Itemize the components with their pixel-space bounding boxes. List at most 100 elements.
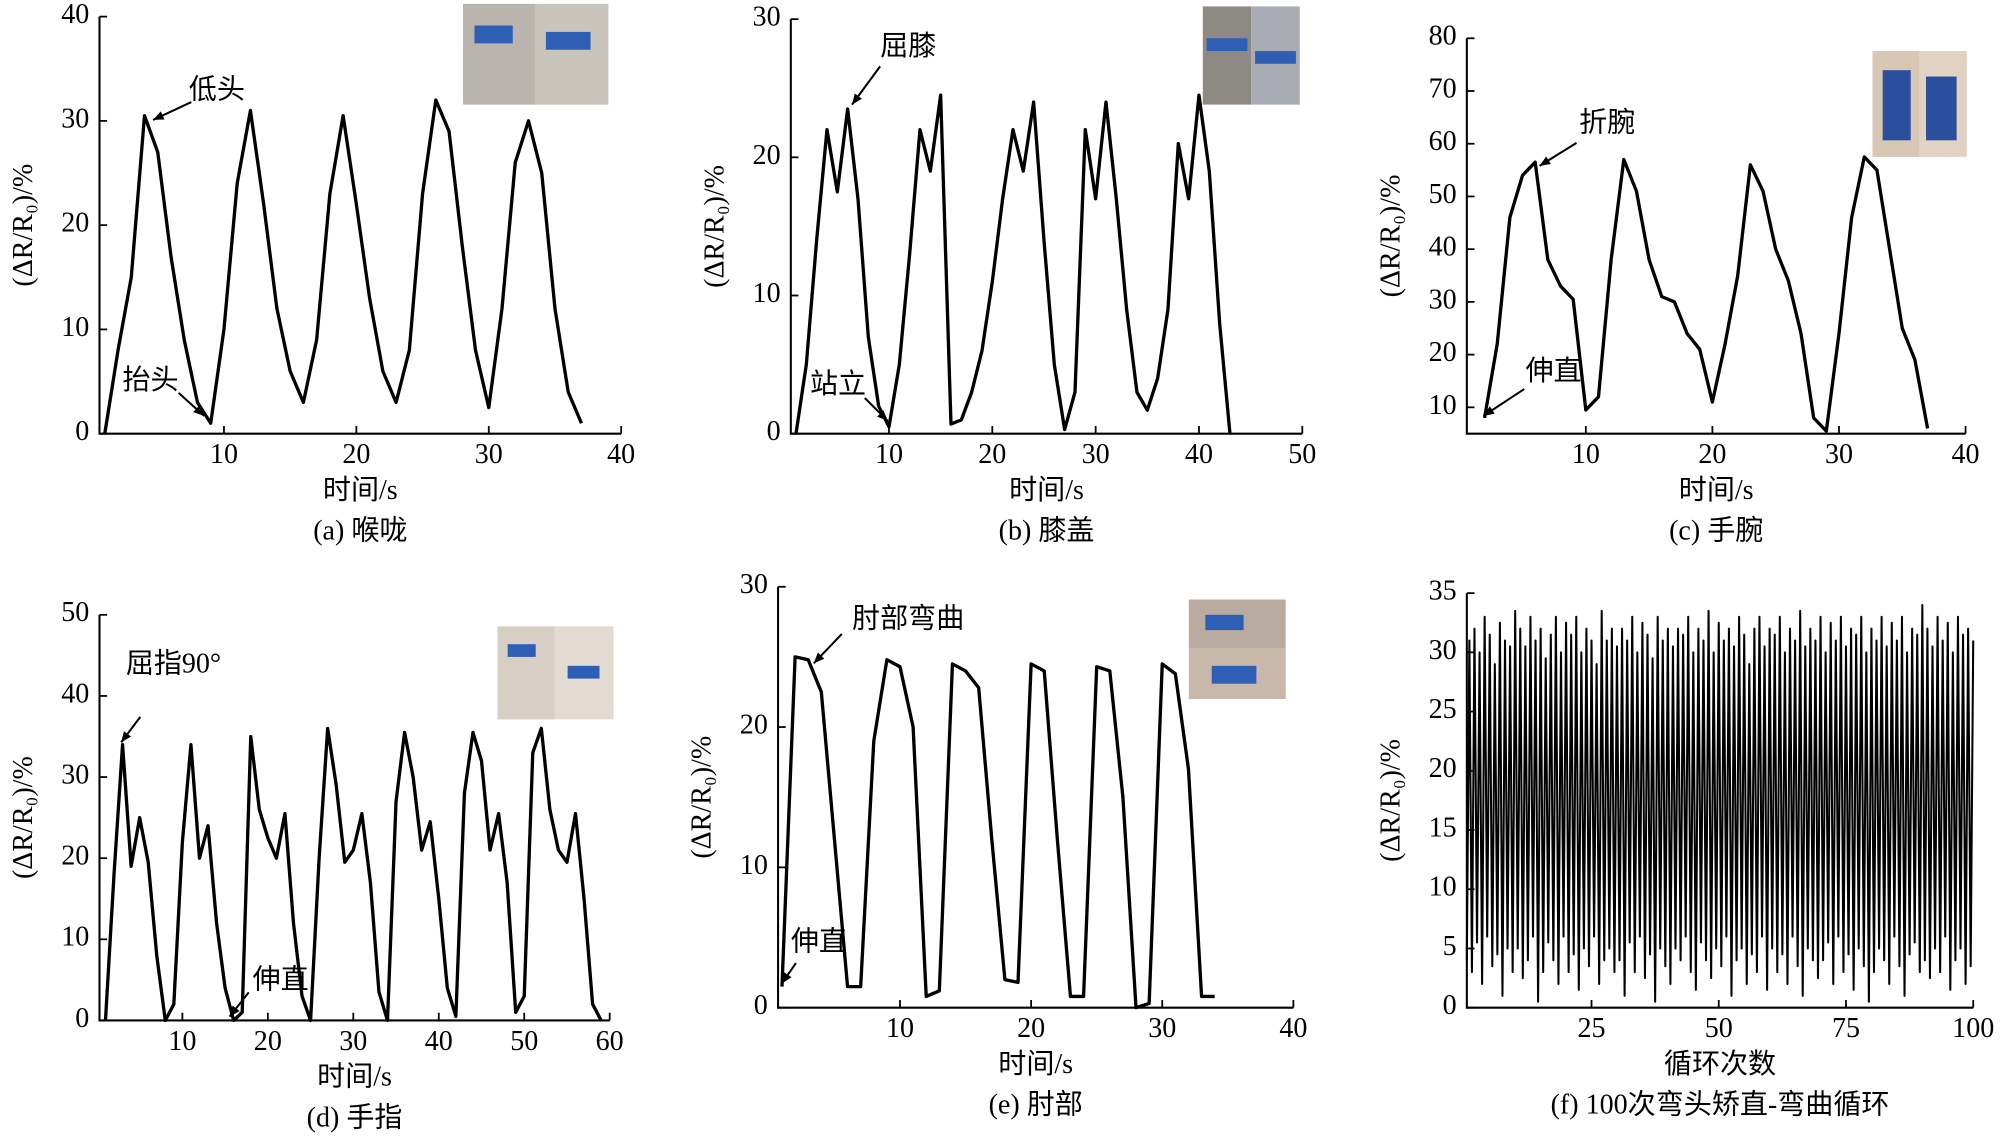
annotation: 低头 xyxy=(189,73,245,105)
annotation: 站立 xyxy=(810,368,866,400)
x-tick-label: 10 xyxy=(1572,439,1600,470)
y-axis-label: (ΔR/R₀)/% xyxy=(687,736,718,859)
x-tick-label: 40 xyxy=(425,1026,453,1057)
arrow-head xyxy=(1539,156,1551,166)
x-tick-label: 40 xyxy=(607,439,635,470)
caption: (c) 手腕 xyxy=(1669,515,1763,547)
inset-photo xyxy=(463,3,1967,720)
y-axis-label: (ΔR/R₀)/% xyxy=(1375,739,1406,862)
arrow-head xyxy=(153,111,165,120)
y-tick-label: 10 xyxy=(61,312,89,343)
x-tick-label: 30 xyxy=(475,439,503,470)
data-line xyxy=(780,655,1215,1010)
x-tick-label: 50 xyxy=(510,1026,538,1057)
x-axis-label: 时间/s xyxy=(1679,474,1754,506)
annotation: 屈膝 xyxy=(880,30,936,62)
y-tick-label: 10 xyxy=(61,922,89,953)
y-tick-label: 30 xyxy=(61,759,89,790)
x-tick-label: 10 xyxy=(875,439,903,470)
y-tick-label: 30 xyxy=(753,2,781,33)
annotation: 伸直 xyxy=(791,925,847,957)
x-axis-label: 时间/s xyxy=(323,474,398,506)
y-axis-label: (ΔR/R₀)/% xyxy=(8,756,39,879)
data-line xyxy=(103,726,603,1023)
caption: (f) 100次弯头矫直-弯曲循环 xyxy=(1551,1089,1890,1121)
x-axis-label: 时间/s xyxy=(1009,474,1084,506)
axes xyxy=(1465,38,1966,435)
y-tick-label: 10 xyxy=(1429,872,1457,903)
y-tick-label: 10 xyxy=(1429,390,1457,421)
x-tick-label: 25 xyxy=(1577,1013,1605,1044)
y-tick-label: 20 xyxy=(61,841,89,872)
x-tick-label: 10 xyxy=(168,1026,196,1057)
x-tick-label: 50 xyxy=(1288,439,1316,470)
y-tick-label: 0 xyxy=(75,1003,89,1034)
y-tick-label: 15 xyxy=(1429,812,1457,843)
y-tick-label: 0 xyxy=(75,416,89,447)
data-line xyxy=(794,93,1232,434)
y-tick-label: 20 xyxy=(753,140,781,171)
x-tick-label: 30 xyxy=(1148,1013,1176,1044)
y-tick-label: 40 xyxy=(61,678,89,709)
annotation: 伸直 xyxy=(253,964,309,996)
x-tick-label: 40 xyxy=(1185,439,1213,470)
arrow-head xyxy=(813,652,825,664)
annotation: 伸直 xyxy=(1526,355,1582,387)
x-tick-label: 40 xyxy=(1952,439,1980,470)
x-tick-label: 10 xyxy=(886,1013,914,1044)
y-axis-label: (ΔR/R₀)/% xyxy=(699,165,730,288)
x-tick-label: 10 xyxy=(210,439,238,470)
annotation: 肘部弯曲 xyxy=(852,603,964,635)
x-tick-label: 20 xyxy=(1017,1013,1045,1044)
y-tick-label: 0 xyxy=(754,990,768,1021)
x-tick-label: 40 xyxy=(1279,1013,1307,1044)
y-tick-label: 50 xyxy=(1429,179,1457,210)
x-tick-label: 20 xyxy=(254,1026,282,1057)
y-tick-label: 0 xyxy=(1443,990,1457,1021)
y-tick-label: 5 xyxy=(1443,931,1457,962)
x-tick-label: 20 xyxy=(342,439,370,470)
arrow-head xyxy=(781,972,792,984)
arrow-head xyxy=(193,405,205,416)
y-axis-label: (ΔR/R₀)/% xyxy=(1375,175,1406,298)
caption: (b) 膝盖 xyxy=(999,515,1095,547)
y-tick-label: 20 xyxy=(1429,753,1457,784)
y-tick-label: 30 xyxy=(61,103,89,134)
y-axis-label: (ΔR/R₀)/% xyxy=(8,164,39,287)
y-tick-label: 40 xyxy=(61,0,89,30)
y-tick-label: 20 xyxy=(61,208,89,239)
y-tick-label: 30 xyxy=(740,569,768,600)
x-axis-label: 时间/s xyxy=(317,1061,392,1093)
annotation: 屈指90° xyxy=(126,647,221,679)
arrow-head xyxy=(229,1005,240,1017)
y-tick-label: 20 xyxy=(740,709,768,740)
y-tick-label: 20 xyxy=(1429,337,1457,368)
x-tick-label: 20 xyxy=(978,439,1006,470)
x-tick-label: 50 xyxy=(1705,1013,1733,1044)
arrow-head xyxy=(1483,406,1495,416)
caption: (d) 手指 xyxy=(307,1101,403,1133)
y-tick-label: 10 xyxy=(740,850,768,881)
x-tick-label: 20 xyxy=(1698,439,1726,470)
x-tick-label: 75 xyxy=(1832,1013,1860,1044)
data-line xyxy=(1482,155,1930,433)
annotation: 折腕 xyxy=(1579,106,1635,138)
x-axis-label: 循环次数 xyxy=(1664,1048,1776,1080)
annotation: 抬头 xyxy=(122,364,178,396)
data-line xyxy=(103,98,583,434)
y-tick-label: 0 xyxy=(767,416,781,447)
y-tick-label: 10 xyxy=(753,278,781,309)
y-tick-label: 30 xyxy=(1429,635,1457,666)
arrow-head xyxy=(877,410,888,421)
y-tick-label: 60 xyxy=(1429,126,1457,157)
caption: (e) 肘部 xyxy=(989,1089,1083,1121)
data-line xyxy=(1465,603,1975,1003)
y-tick-label: 50 xyxy=(61,597,89,628)
x-axis-label: 时间/s xyxy=(998,1048,1073,1080)
x-tick-label: 100 xyxy=(1952,1013,1994,1044)
x-tick-label: 30 xyxy=(1082,439,1110,470)
caption: (a) 喉咙 xyxy=(313,515,407,547)
y-tick-label: 35 xyxy=(1429,576,1457,607)
x-tick-label: 30 xyxy=(339,1026,367,1057)
